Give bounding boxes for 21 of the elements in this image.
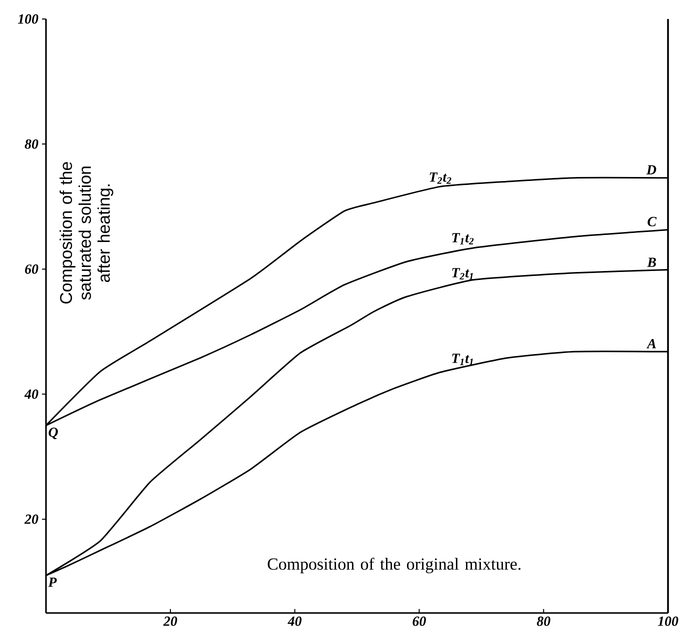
annotation: T$_{2}$t$_{1}$	[452, 268, 473, 280]
y-tick-label: 80	[24, 139, 38, 149]
x-tick-label: 100	[658, 616, 678, 626]
annotation: B	[647, 258, 656, 267]
y-tick-label: 20	[24, 514, 38, 524]
annotation: T$_{1}$t$_{2}$	[452, 233, 474, 244]
annotation: T$_{2}$t$_{2}$	[430, 172, 452, 184]
y-tick-label: 60	[25, 264, 38, 274]
x-tick-label: 40	[288, 616, 302, 626]
x-tick-label: 80	[536, 616, 550, 626]
y-axis-title: Composition of the saturated solution after heating.	[60, 162, 114, 304]
annotation: Q	[48, 428, 58, 440]
annotation: D	[646, 165, 656, 174]
y-tick-label: 100	[18, 14, 38, 24]
annotation: A	[646, 338, 656, 348]
y-tick-label: 40	[24, 389, 38, 399]
x-axis-title: Composition of the original mixture.	[268, 558, 520, 574]
annotation: P	[48, 578, 57, 587]
annotation: C	[648, 216, 657, 226]
x-tick-label: 20	[163, 616, 178, 626]
x-tick-label: 60	[412, 616, 426, 626]
